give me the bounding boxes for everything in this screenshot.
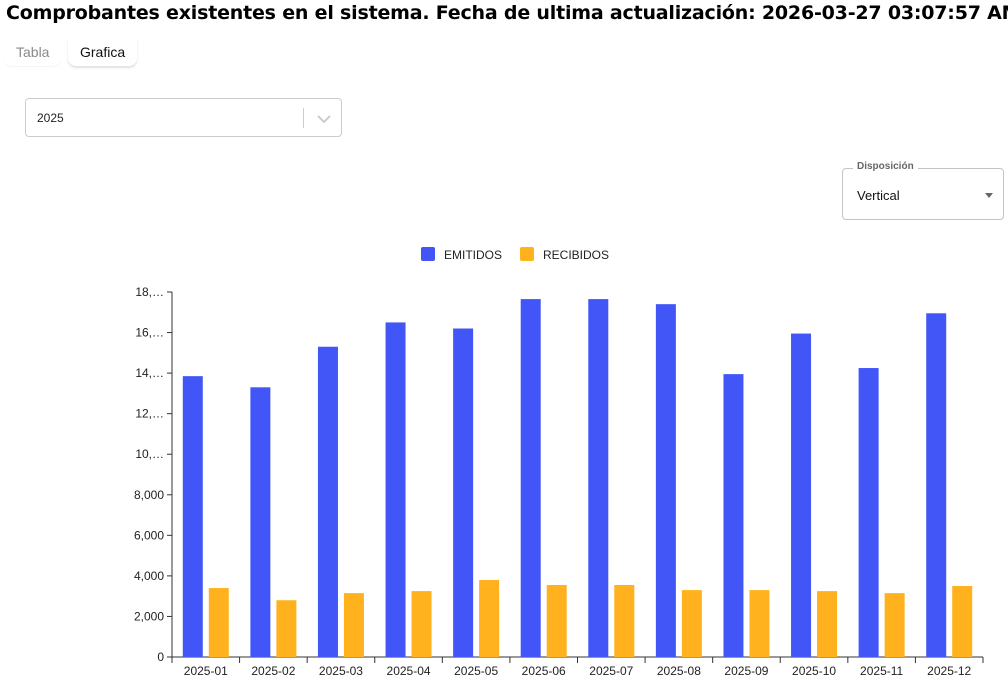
chevron-down-icon[interactable]: [314, 109, 334, 129]
x-tick-label: 2025-03: [319, 664, 363, 678]
legend-swatch-emitidos: [421, 247, 435, 261]
bar-recibidos-2025-06: [546, 585, 567, 657]
bar-recibidos-2025-07: [614, 585, 635, 657]
bar-recibidos-2025-11: [884, 593, 905, 657]
year-select-separator: [303, 108, 304, 128]
legend-label-recibidos: RECIBIDOS: [543, 248, 609, 262]
bar-emitidos-2025-05: [453, 328, 474, 657]
y-tick-label: 6,000: [134, 528, 164, 542]
x-tick-label: 2025-08: [657, 664, 701, 678]
bar-emitidos-2025-10: [791, 333, 812, 657]
x-tick-label: 2025-02: [251, 664, 295, 678]
x-tick-label: 2025-10: [792, 664, 836, 678]
x-tick-label: 2025-12: [927, 664, 971, 678]
y-tick-label: 0: [157, 650, 164, 664]
x-tick-label: 2025-01: [184, 664, 228, 678]
tab-grafica[interactable]: Grafica: [68, 38, 138, 66]
y-tick-label: 16,…: [135, 326, 164, 340]
disposicion-select[interactable]: Disposición Vertical: [842, 161, 1004, 220]
bar-recibidos-2025-04: [411, 591, 432, 657]
y-tick-label: 12,…: [135, 407, 164, 421]
bar-emitidos-2025-01: [182, 376, 203, 657]
bar-emitidos-2025-09: [723, 374, 744, 657]
bar-recibidos-2025-09: [749, 590, 770, 657]
bar-recibidos-2025-10: [817, 591, 838, 657]
bar-recibidos-2025-08: [681, 590, 702, 657]
x-tick-label: 2025-04: [387, 664, 431, 678]
bar-recibidos-2025-12: [952, 586, 973, 657]
bar-recibidos-2025-02: [276, 600, 297, 657]
disposicion-value: Vertical: [857, 188, 900, 203]
y-tick-label: 10,…: [135, 447, 164, 461]
x-tick-label: 2025-09: [724, 664, 768, 678]
bar-emitidos-2025-11: [858, 368, 879, 657]
x-tick-label: 2025-05: [454, 664, 498, 678]
bar-emitidos-2025-04: [385, 322, 406, 657]
caret-down-icon: [985, 193, 993, 198]
page-title: Comprobantes existentes en el sistema. F…: [6, 2, 1008, 24]
x-tick-label: 2025-06: [522, 664, 566, 678]
y-tick-label: 2,000: [134, 609, 164, 623]
bar-recibidos-2025-03: [343, 593, 364, 657]
bar-recibidos-2025-01: [208, 588, 229, 657]
y-tick-label: 18,…: [135, 285, 164, 299]
legend-label-emitidos: EMITIDOS: [444, 248, 502, 262]
bar-chart: EMITIDOS RECIBIDOS 0 2,000 4,000 6,000 8,000 10…: [134, 247, 984, 678]
bar-recibidos-2025-05: [479, 579, 500, 657]
bar-emitidos-2025-02: [250, 387, 271, 657]
bar-emitidos-2025-06: [520, 299, 541, 657]
y-tick-label: 8,000: [134, 488, 164, 502]
y-tick-label: 4,000: [134, 569, 164, 583]
bar-emitidos-2025-08: [655, 304, 676, 657]
x-tick-label: 2025-11: [860, 664, 903, 678]
tab-tabla[interactable]: Tabla: [4, 38, 62, 66]
bar-emitidos-2025-12: [926, 313, 947, 657]
x-tick-label: 2025-07: [589, 664, 633, 678]
bar-emitidos-2025-03: [317, 346, 338, 657]
disposicion-label: Disposición: [853, 161, 918, 172]
year-select-value: 2025: [37, 111, 64, 125]
y-tick-label: 14,…: [135, 366, 164, 380]
bar-emitidos-2025-07: [588, 299, 609, 657]
year-select[interactable]: 2025: [25, 98, 342, 137]
legend-swatch-recibidos: [520, 247, 534, 261]
